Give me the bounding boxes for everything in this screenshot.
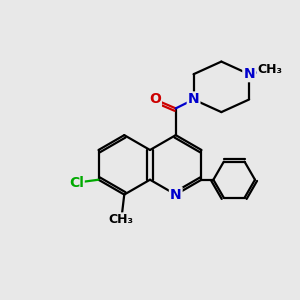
Text: O: O xyxy=(149,92,161,106)
Text: N: N xyxy=(170,188,182,202)
Text: CH₃: CH₃ xyxy=(109,213,134,226)
Text: N: N xyxy=(188,92,200,106)
Text: N: N xyxy=(243,67,255,81)
Text: Cl: Cl xyxy=(69,176,84,190)
Text: CH₃: CH₃ xyxy=(257,63,283,76)
